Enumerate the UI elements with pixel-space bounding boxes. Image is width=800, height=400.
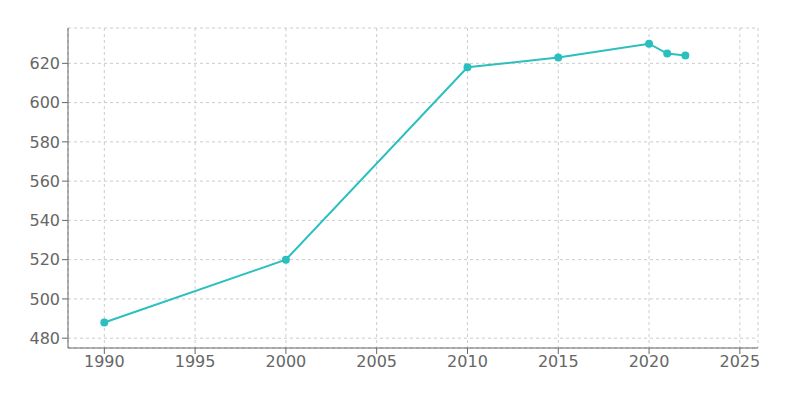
- svg-text:2015: 2015: [538, 352, 579, 371]
- svg-text:540: 540: [29, 211, 60, 230]
- svg-text:2010: 2010: [447, 352, 488, 371]
- svg-text:560: 560: [29, 172, 60, 191]
- svg-text:2000: 2000: [266, 352, 307, 371]
- svg-text:520: 520: [29, 250, 60, 269]
- svg-text:1995: 1995: [175, 352, 216, 371]
- svg-text:480: 480: [29, 329, 60, 348]
- svg-text:2005: 2005: [356, 352, 397, 371]
- svg-text:2025: 2025: [719, 352, 760, 371]
- svg-text:600: 600: [29, 93, 60, 112]
- svg-text:580: 580: [29, 133, 60, 152]
- svg-text:500: 500: [29, 290, 60, 309]
- svg-text:2020: 2020: [629, 352, 670, 371]
- svg-text:620: 620: [29, 54, 60, 73]
- svg-text:1990: 1990: [84, 352, 125, 371]
